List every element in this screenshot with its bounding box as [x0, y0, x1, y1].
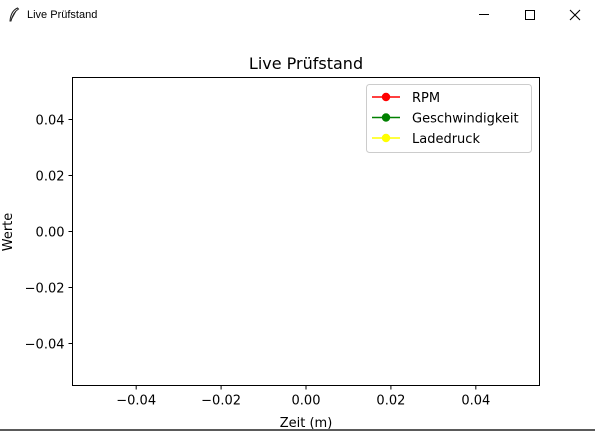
legend-item: Geschwindigkeit	[372, 112, 519, 127]
y-axis: 0.04 0.02 0.00 −0.02 −0.04	[25, 114, 73, 353]
window-title: Live Prüfstand	[27, 9, 98, 21]
close-button[interactable]	[552, 0, 595, 30]
legend-box	[366, 84, 532, 153]
legend-label: Ladedruck	[412, 132, 480, 147]
title-bar: Live Prüfstand	[0, 0, 595, 30]
x-tick-label: −0.02	[201, 394, 241, 409]
legend-item: Ladedruck	[372, 132, 480, 147]
y-tick-label: 0.02	[36, 170, 65, 185]
legend-marker	[381, 133, 391, 143]
legend-item: RPM	[372, 91, 440, 106]
x-axis: −0.04 −0.02 0.00 0.02 0.04	[116, 385, 490, 409]
legend-marker	[381, 113, 391, 122]
close-icon	[569, 9, 581, 21]
maximize-button[interactable]	[507, 0, 553, 30]
x-tick-label: 0.02	[376, 394, 405, 409]
window-bottom-border	[0, 429, 595, 431]
legend-label: RPM	[412, 91, 440, 106]
y-tick-label: −0.02	[25, 282, 65, 297]
chart-title: Live Prüfstand	[249, 54, 363, 73]
y-tick-label: 0.04	[36, 114, 65, 129]
maximize-icon	[525, 10, 535, 20]
y-tick-label: −0.04	[25, 338, 65, 353]
x-tick-label: 0.04	[461, 394, 490, 409]
y-axis-label: Werte	[1, 213, 16, 252]
x-axis-label: Zeit (m)	[280, 416, 333, 429]
minimize-button[interactable]	[461, 0, 507, 30]
legend: RPM Geschwindigkeit Ladedruck	[366, 84, 532, 153]
feather-icon	[9, 7, 20, 22]
y-tick-label: 0.00	[36, 226, 65, 241]
chart: Live Prüfstand −0.04 −0.02 0.00 0.02 0.04 0.…	[1, 54, 540, 429]
x-tick-label: −0.04	[116, 394, 156, 409]
legend-label: Geschwindigkeit	[412, 112, 519, 127]
x-tick-label: 0.00	[292, 394, 321, 409]
minimize-icon	[479, 14, 489, 15]
legend-marker	[381, 92, 391, 102]
